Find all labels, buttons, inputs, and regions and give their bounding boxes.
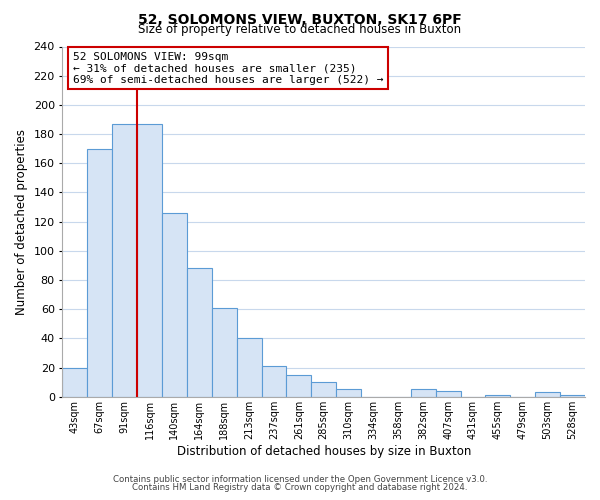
- Bar: [535, 392, 560, 397]
- Bar: [88, 148, 112, 397]
- Bar: [336, 390, 361, 397]
- Bar: [236, 338, 262, 397]
- Text: 52, SOLOMONS VIEW, BUXTON, SK17 6PF: 52, SOLOMONS VIEW, BUXTON, SK17 6PF: [138, 12, 462, 26]
- Bar: [112, 124, 137, 397]
- X-axis label: Distribution of detached houses by size in Buxton: Distribution of detached houses by size …: [176, 444, 471, 458]
- Bar: [162, 213, 187, 397]
- Bar: [311, 382, 336, 397]
- Y-axis label: Number of detached properties: Number of detached properties: [15, 128, 28, 314]
- Text: Contains public sector information licensed under the Open Government Licence v3: Contains public sector information licen…: [113, 475, 487, 484]
- Bar: [137, 124, 162, 397]
- Bar: [436, 391, 461, 397]
- Bar: [411, 390, 436, 397]
- Bar: [560, 396, 585, 397]
- Text: Contains HM Land Registry data © Crown copyright and database right 2024.: Contains HM Land Registry data © Crown c…: [132, 484, 468, 492]
- Text: Size of property relative to detached houses in Buxton: Size of property relative to detached ho…: [139, 22, 461, 36]
- Bar: [212, 308, 236, 397]
- Bar: [187, 268, 212, 397]
- Bar: [286, 375, 311, 397]
- Bar: [262, 366, 286, 397]
- Bar: [485, 396, 511, 397]
- Text: 52 SOLOMONS VIEW: 99sqm
← 31% of detached houses are smaller (235)
69% of semi-d: 52 SOLOMONS VIEW: 99sqm ← 31% of detache…: [73, 52, 383, 85]
- Bar: [62, 368, 88, 397]
